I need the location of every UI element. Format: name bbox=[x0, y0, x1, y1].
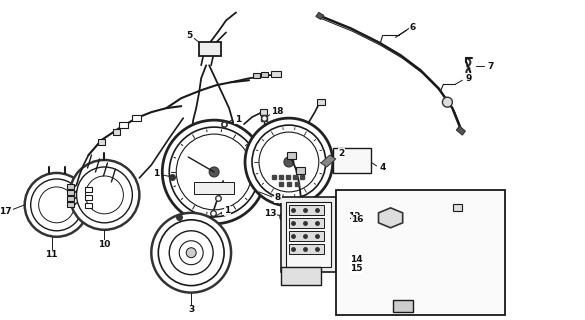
Bar bbox=[260, 109, 267, 115]
Bar bbox=[286, 202, 331, 267]
Bar bbox=[317, 99, 325, 105]
Bar bbox=[336, 190, 505, 315]
Bar bbox=[253, 73, 260, 78]
Polygon shape bbox=[456, 126, 465, 135]
Polygon shape bbox=[321, 155, 336, 167]
Bar bbox=[113, 129, 121, 135]
Bar bbox=[84, 187, 92, 192]
Text: 17: 17 bbox=[0, 207, 12, 216]
Text: 18: 18 bbox=[271, 107, 283, 116]
Circle shape bbox=[179, 241, 203, 265]
Text: 5: 5 bbox=[186, 31, 192, 40]
Text: 1: 1 bbox=[235, 115, 241, 124]
Circle shape bbox=[386, 257, 395, 267]
Bar bbox=[199, 42, 221, 56]
Bar bbox=[281, 197, 336, 272]
Circle shape bbox=[252, 125, 326, 199]
Circle shape bbox=[25, 173, 88, 237]
Bar bbox=[132, 115, 142, 121]
Circle shape bbox=[162, 120, 266, 224]
Bar bbox=[289, 231, 324, 241]
Bar bbox=[287, 152, 296, 159]
Text: 11: 11 bbox=[46, 250, 58, 259]
Circle shape bbox=[85, 176, 123, 214]
Bar bbox=[453, 204, 462, 211]
Bar bbox=[261, 72, 268, 77]
Text: 6: 6 bbox=[410, 23, 416, 32]
Text: 14: 14 bbox=[350, 255, 363, 264]
Bar bbox=[281, 267, 321, 284]
Polygon shape bbox=[378, 208, 402, 228]
Circle shape bbox=[169, 231, 213, 275]
Text: 4: 4 bbox=[380, 164, 386, 172]
Circle shape bbox=[152, 213, 231, 292]
Circle shape bbox=[77, 167, 132, 223]
Bar bbox=[67, 190, 74, 195]
Bar bbox=[67, 184, 74, 189]
Text: 3: 3 bbox=[188, 305, 194, 314]
Bar bbox=[67, 202, 74, 207]
Circle shape bbox=[442, 97, 452, 107]
Circle shape bbox=[384, 211, 398, 225]
Circle shape bbox=[209, 167, 219, 177]
Circle shape bbox=[169, 127, 259, 217]
Circle shape bbox=[245, 118, 333, 206]
Text: 13: 13 bbox=[264, 209, 276, 218]
Text: 2: 2 bbox=[339, 148, 345, 157]
Circle shape bbox=[376, 247, 405, 277]
Bar bbox=[289, 244, 324, 254]
Bar bbox=[194, 182, 234, 194]
Text: 9: 9 bbox=[465, 74, 472, 83]
Circle shape bbox=[186, 248, 196, 258]
Bar bbox=[119, 122, 128, 128]
Text: 1: 1 bbox=[224, 206, 230, 215]
Text: 10: 10 bbox=[98, 240, 111, 249]
Text: 12: 12 bbox=[349, 212, 361, 221]
Bar bbox=[84, 195, 92, 200]
Text: 7: 7 bbox=[487, 62, 494, 71]
Circle shape bbox=[259, 132, 319, 192]
Bar bbox=[271, 71, 281, 77]
Circle shape bbox=[381, 252, 401, 272]
Bar bbox=[296, 167, 305, 174]
Text: 8: 8 bbox=[275, 193, 281, 202]
Circle shape bbox=[30, 179, 82, 231]
Circle shape bbox=[39, 187, 74, 223]
Bar bbox=[333, 148, 371, 173]
Bar bbox=[84, 203, 92, 208]
Bar bbox=[289, 205, 324, 215]
Circle shape bbox=[284, 157, 294, 167]
Text: 16: 16 bbox=[352, 215, 364, 224]
Bar bbox=[67, 196, 74, 201]
Bar bbox=[393, 300, 412, 312]
Polygon shape bbox=[316, 12, 324, 20]
Circle shape bbox=[70, 160, 139, 230]
Circle shape bbox=[176, 134, 252, 210]
Bar bbox=[98, 139, 105, 145]
Circle shape bbox=[280, 212, 290, 222]
Text: 15: 15 bbox=[350, 264, 363, 273]
Bar bbox=[289, 218, 324, 228]
Text: 1: 1 bbox=[153, 170, 160, 179]
Circle shape bbox=[159, 220, 224, 286]
